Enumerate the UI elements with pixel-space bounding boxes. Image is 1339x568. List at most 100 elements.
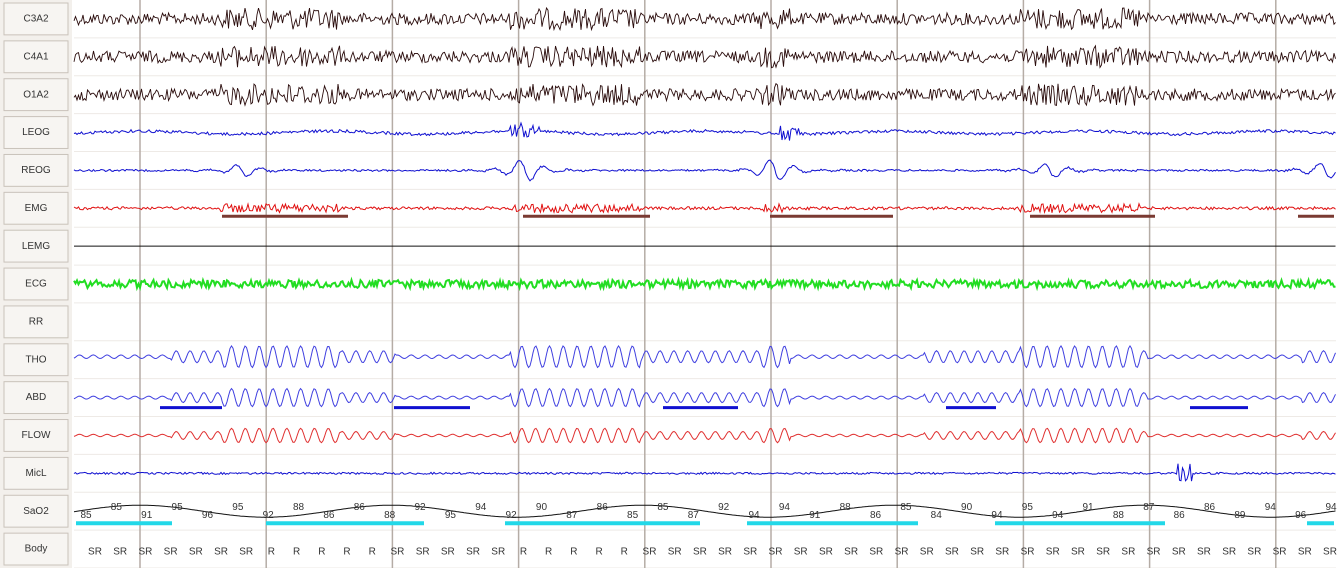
body-position: SR <box>1071 547 1085 558</box>
sao2-value: 95 <box>445 510 457 521</box>
signal-trace <box>73 121 1336 141</box>
sao2-value: 86 <box>1204 502 1216 513</box>
sao2-value: 85 <box>80 510 92 521</box>
channel-label: ECG <box>25 279 47 290</box>
sao2-value: 94 <box>991 510 1003 521</box>
channel-label-box <box>3 229 69 263</box>
body-position: SR <box>643 547 657 558</box>
channel-label: REOG <box>21 165 51 176</box>
signal-trace <box>73 44 1336 69</box>
signal-trace <box>73 427 1336 444</box>
sao2-value: 90 <box>961 502 973 513</box>
sao2-value: 86 <box>1174 510 1186 521</box>
channel-label-box <box>3 305 69 339</box>
channel-label: FLOW <box>22 430 51 441</box>
body-position: SR <box>1096 547 1110 558</box>
body-position: SR <box>1298 547 1312 558</box>
sao2-value: 91 <box>1083 502 1095 513</box>
body-position: SR <box>1172 547 1186 558</box>
channel-label: THO <box>25 354 46 365</box>
sao2-value: 85 <box>627 510 639 521</box>
channel-label: MicL <box>25 468 47 479</box>
sao2-value: 88 <box>293 502 305 513</box>
sao2-value: 94 <box>1052 510 1064 521</box>
body-position: SR <box>416 547 430 558</box>
sao2-value: 92 <box>718 502 730 513</box>
body-position: SR <box>794 547 808 558</box>
channel-label: O1A2 <box>23 89 49 100</box>
sao2-value: 86 <box>597 502 609 513</box>
body-position: R <box>293 547 300 558</box>
sao2-value: 86 <box>323 510 335 521</box>
channel-label-box <box>3 153 69 187</box>
sao2-value: 94 <box>779 502 791 513</box>
channel-label: C4A1 <box>23 51 48 62</box>
channel-label-box <box>3 267 69 301</box>
signal-trace <box>73 202 1336 214</box>
sao2-value: 95 <box>172 502 184 513</box>
sao2-value: 92 <box>414 502 426 513</box>
sao2-value: 88 <box>1113 510 1125 521</box>
sao2-value: 92 <box>263 510 275 521</box>
channel-label: RR <box>29 317 43 328</box>
body-position: R <box>570 547 577 558</box>
body-position: SR <box>1121 547 1135 558</box>
signal-trace <box>73 504 1336 518</box>
body-position: SR <box>189 547 203 558</box>
body-position: R <box>520 547 527 558</box>
signal-trace <box>73 344 1336 369</box>
body-position: SR <box>718 547 732 558</box>
body-position: SR <box>214 547 228 558</box>
sao2-value: 87 <box>1143 502 1155 513</box>
body-position: SR <box>743 547 757 558</box>
sao2-value: 91 <box>809 510 821 521</box>
body-position: SR <box>1247 547 1261 558</box>
sao2-value: 86 <box>354 502 366 513</box>
sao2-value: 96 <box>202 510 214 521</box>
body-position: R <box>369 547 376 558</box>
sao2-value: 87 <box>688 510 700 521</box>
channel-label: SaO2 <box>23 506 49 517</box>
sao2-value: 88 <box>384 510 396 521</box>
body-position: SR <box>239 547 253 558</box>
body-position: R <box>268 547 275 558</box>
body-position: SR <box>113 547 127 558</box>
body-position: SR <box>1197 547 1211 558</box>
body-position: R <box>545 547 552 558</box>
body-position: R <box>595 547 602 558</box>
sao2-value: 95 <box>232 502 244 513</box>
channel-label-box <box>3 419 69 452</box>
sao2-value: 87 <box>566 510 578 521</box>
body-position: SR <box>819 547 833 558</box>
channel-label-box <box>3 532 69 566</box>
signal-trace <box>73 159 1336 182</box>
channel-label-box <box>3 191 69 225</box>
body-position: R <box>621 547 628 558</box>
body-position: SR <box>466 547 480 558</box>
sao2-value: 91 <box>141 510 153 521</box>
channel-label: EMG <box>25 203 48 214</box>
channel-label-box <box>3 343 69 377</box>
body-position: SR <box>164 547 178 558</box>
channel-label-box <box>3 494 69 528</box>
sao2-value: 94 <box>475 502 487 513</box>
body-position: SR <box>668 547 682 558</box>
body-position: SR <box>970 547 984 558</box>
sao2-value: 86 <box>870 510 882 521</box>
signal-trace <box>73 276 1336 292</box>
body-position: SR <box>88 547 102 558</box>
body-position: SR <box>1273 547 1287 558</box>
body-position: SR <box>693 547 707 558</box>
sao2-value: 96 <box>1295 510 1307 521</box>
channel-label: ABD <box>26 392 47 403</box>
signal-trace <box>73 6 1336 32</box>
signal-trace <box>73 387 1336 408</box>
channel-label-box <box>3 78 69 112</box>
body-position: SR <box>441 547 455 558</box>
body-position: SR <box>1222 547 1236 558</box>
channel-label-box <box>3 381 69 415</box>
body-position: R <box>318 547 325 558</box>
body-position: SR <box>869 547 883 558</box>
channel-label-box <box>3 116 69 149</box>
